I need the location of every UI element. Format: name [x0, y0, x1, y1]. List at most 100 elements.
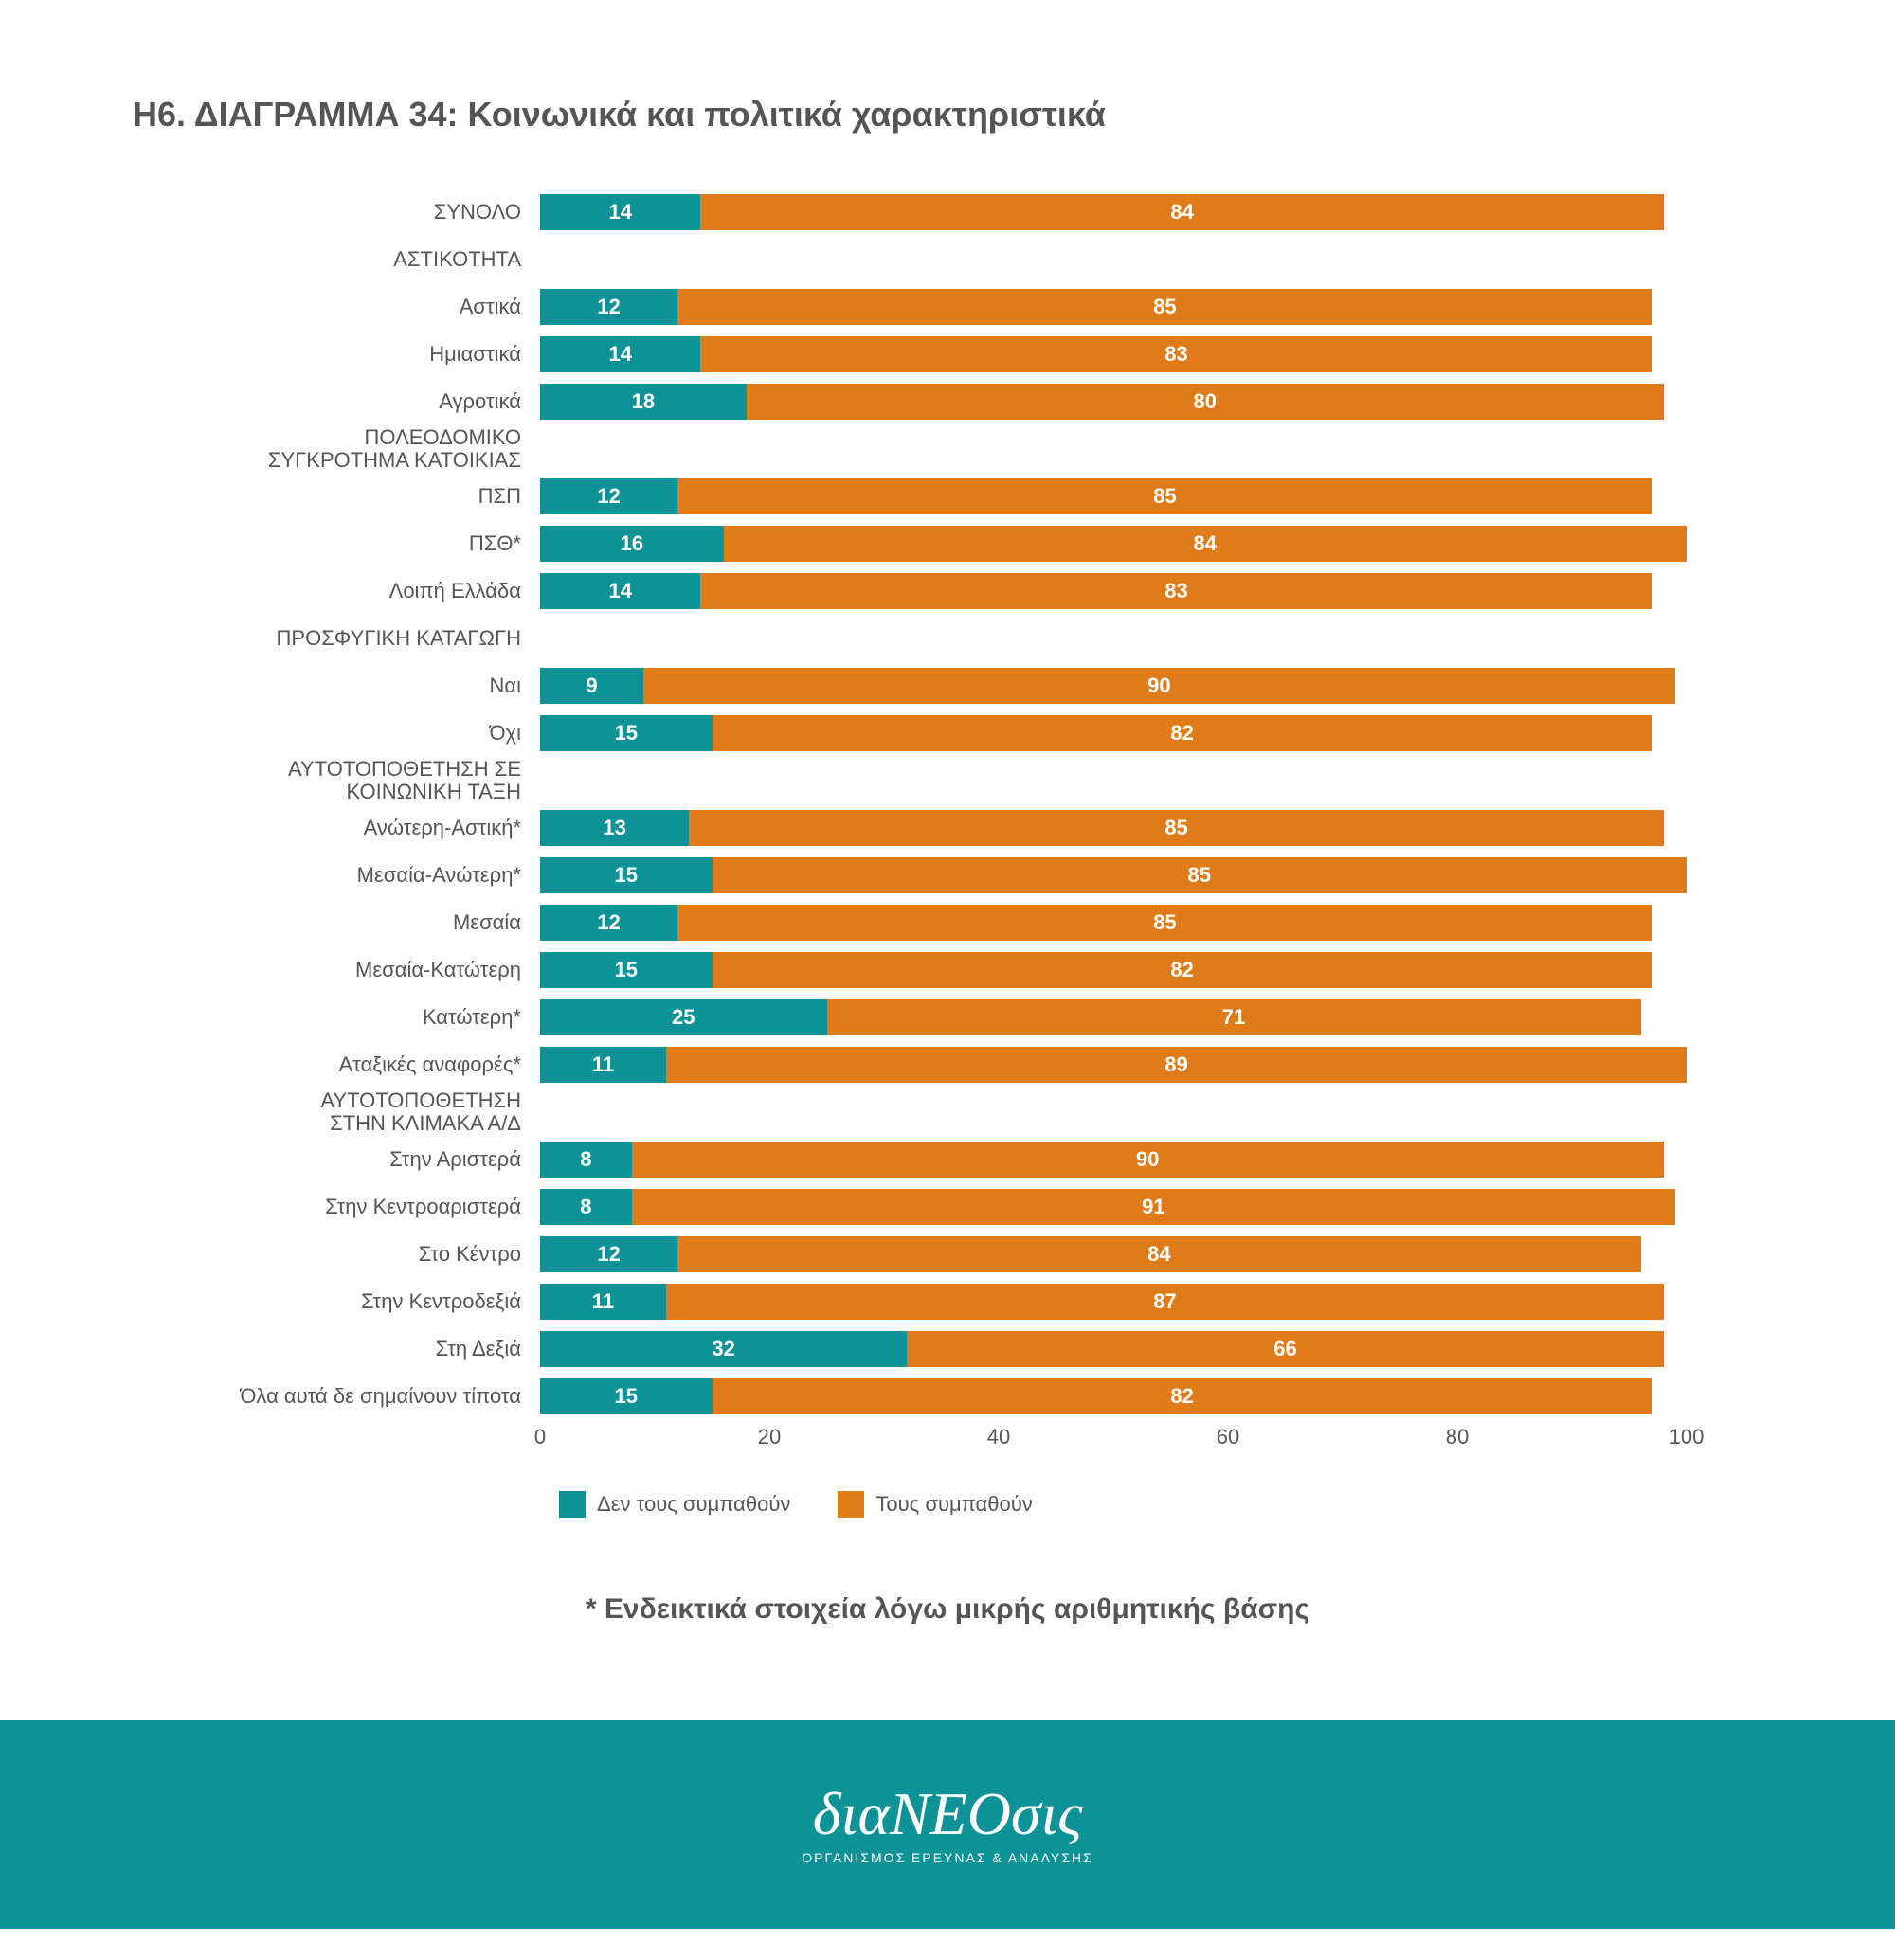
bar-segment-a: 32: [540, 1331, 907, 1367]
bar-segment-a: 15: [540, 715, 713, 751]
group-header-row: ΑΥΤΟΤΟΠΟΘΕΤΗΣΗΣΤΗΝ ΚΛΙΜΑΚΑ Α/Δ: [540, 1091, 1687, 1133]
bar-segment-a: 12: [540, 905, 677, 941]
group-header-label: ΑΥΤΟΤΟΠΟΘΕΤΗΣΗ ΣΕΚΟΙΝΩΝΙΚΗ ΤΑΞΗ: [133, 758, 531, 803]
data-row: Μεσαία1285: [540, 902, 1687, 944]
bar-track: [540, 431, 1687, 467]
data-row: Μεσαία-Κατώτερη1582: [540, 949, 1687, 991]
bar-track: 1385: [540, 810, 1687, 846]
bar-track: 1285: [540, 478, 1687, 514]
data-row: Ναι990: [540, 665, 1687, 707]
data-row: Όλα αυτά δε σημαίνουν τίποτα1582: [540, 1376, 1687, 1417]
legend-swatch: [838, 1491, 864, 1518]
bar-segment-b: 80: [747, 384, 1664, 420]
bar-segment-a: 13: [540, 810, 689, 846]
data-row: Στο Κέντρο1284: [540, 1233, 1687, 1275]
row-label: Αγροτικά: [133, 390, 531, 413]
data-row: Ημιαστικά1483: [540, 333, 1687, 375]
data-row: Στην Κεντροαριστερά891: [540, 1186, 1687, 1228]
group-header-row: ΠΡΟΣΦΥΓΙΚΗ ΚΑΤΑΓΩΓΗ: [540, 618, 1687, 659]
bar-segment-a: 25: [540, 999, 827, 1035]
data-row: ΠΣΠ1285: [540, 476, 1687, 517]
row-label: Αταξικές αναφορές*: [133, 1053, 531, 1076]
bar-segment-a: 12: [540, 289, 677, 325]
row-label: Στη Δεξιά: [133, 1338, 531, 1360]
bar-segment-b: 85: [689, 810, 1664, 846]
axis-tick: 20: [758, 1425, 781, 1449]
bar-segment-b: 66: [907, 1331, 1664, 1367]
bar-track: 1585: [540, 857, 1687, 893]
data-row: Λοιπή Ελλάδα1483: [540, 570, 1687, 612]
bar-track: [540, 1094, 1687, 1130]
chart-area: ΣΥΝΟΛΟ1484ΑΣΤΙΚΟΤΗΤΑΑστικά1285Ημιαστικά1…: [133, 191, 1762, 1518]
bar-segment-b: 85: [677, 478, 1652, 514]
group-header-label: ΠΡΟΣΦΥΓΙΚΗ ΚΑΤΑΓΩΓΗ: [133, 627, 531, 650]
row-label: Μεσαία: [133, 911, 531, 934]
group-header-row: ΑΣΤΙΚΟΤΗΤΑ: [540, 239, 1687, 280]
bar-segment-a: 16: [540, 526, 724, 562]
row-label: Λοιπή Ελλάδα: [133, 580, 531, 602]
row-label: Στο Κέντρο: [133, 1243, 531, 1266]
bar-segment-b: 85: [677, 289, 1652, 325]
bar-segment-a: 15: [540, 1378, 713, 1414]
row-label: ΠΣΠ: [133, 485, 531, 508]
group-header-row: ΠΟΛΕΟΔΟΜΙΚΟΣΥΓΚΡΟΤΗΜΑ ΚΑΤΟΙΚΙΑΣ: [540, 428, 1687, 470]
bar-track: 1582: [540, 715, 1687, 751]
bar-track: 891: [540, 1189, 1687, 1225]
bar-track: 1285: [540, 905, 1687, 941]
row-label: Στην Αριστερά: [133, 1148, 531, 1171]
content: Η6. ΔΙΑΓΡΑΜΜΑ 34: Κοινωνικά και πολιτικά…: [0, 0, 1895, 1720]
data-row: Αταξικές αναφορές*1189: [540, 1044, 1687, 1086]
row-label: Μεσαία-Κατώτερη: [133, 959, 531, 981]
bar-segment-b: 90: [632, 1142, 1664, 1178]
axis-tick: 80: [1446, 1425, 1469, 1449]
bar-segment-b: 83: [700, 336, 1651, 372]
legend-item: Δεν τους συμπαθούν: [559, 1491, 790, 1518]
group-header-label: ΑΣΤΙΚΟΤΗΤΑ: [133, 248, 531, 271]
bar-segment-b: 90: [643, 668, 1675, 704]
legend-item: Τους συμπαθούν: [838, 1491, 1032, 1518]
bar-track: 1284: [540, 1236, 1687, 1272]
page: Η6. ΔΙΑΓΡΑΜΜΑ 34: Κοινωνικά και πολιτικά…: [0, 0, 1895, 1929]
bar-track: 3266: [540, 1331, 1687, 1367]
bar-track: 1582: [540, 952, 1687, 988]
data-row: Αστικά1285: [540, 286, 1687, 328]
bar-segment-b: 84: [724, 526, 1687, 562]
legend-label: Δεν τους συμπαθούν: [597, 1492, 790, 1517]
logo-main: διαΝΕΟσις: [813, 1784, 1082, 1844]
bar-segment-b: 84: [700, 194, 1663, 230]
bar-track: 990: [540, 668, 1687, 704]
data-row: ΠΣΘ*1684: [540, 523, 1687, 565]
data-row: Κατώτερη*2571: [540, 997, 1687, 1038]
row-label: Όχι: [133, 722, 531, 745]
bar-segment-a: 11: [540, 1047, 666, 1083]
group-header-row: ΑΥΤΟΤΟΠΟΘΕΤΗΣΗ ΣΕΚΟΙΝΩΝΙΚΗ ΤΑΞΗ: [540, 760, 1687, 801]
row-label: ΣΥΝΟΛΟ: [133, 201, 531, 224]
row-label: Στην Κεντροδεξιά: [133, 1290, 531, 1313]
bar-segment-a: 15: [540, 857, 713, 893]
bar-segment-b: 82: [713, 1378, 1652, 1414]
bar-track: 1483: [540, 573, 1687, 609]
row-label: Αστικά: [133, 296, 531, 318]
bar-segment-a: 14: [540, 336, 700, 372]
bar-segment-b: 71: [827, 999, 1641, 1035]
bar-segment-b: 87: [666, 1284, 1664, 1320]
bar-segment-a: 14: [540, 194, 700, 230]
axis-tick: 100: [1669, 1425, 1705, 1449]
bar-segment-b: 91: [632, 1189, 1675, 1225]
bar-track: 1189: [540, 1047, 1687, 1083]
row-label: ΠΣΘ*: [133, 532, 531, 555]
bar-segment-a: 12: [540, 1236, 677, 1272]
bar-track: 1483: [540, 336, 1687, 372]
chart-title: Η6. ΔΙΑΓΡΑΜΜΑ 34: Κοινωνικά και πολιτικά…: [133, 95, 1762, 135]
footer: διαΝΕΟσις ΟΡΓΑΝΙΣΜΟΣ ΕΡΕΥΝΑΣ & ΑΝΑΛΥΣΗΣ: [0, 1720, 1895, 1929]
data-row: Στη Δεξιά3266: [540, 1328, 1687, 1370]
bar-segment-a: 8: [540, 1189, 632, 1225]
group-header-label: ΠΟΛΕΟΔΟΜΙΚΟΣΥΓΚΡΟΤΗΜΑ ΚΑΤΟΙΚΙΑΣ: [133, 426, 531, 472]
row-label: Μεσαία-Ανώτερη*: [133, 864, 531, 887]
bar-segment-b: 82: [713, 715, 1652, 751]
row-label: Ναι: [133, 674, 531, 697]
bar-track: 1285: [540, 289, 1687, 325]
logo-sub: ΟΡΓΑΝΙΣΜΟΣ ΕΡΕΥΝΑΣ & ΑΝΑΛΥΣΗΣ: [802, 1850, 1092, 1865]
bar-segment-b: 89: [666, 1047, 1687, 1083]
row-label: Ανώτερη-Αστική*: [133, 817, 531, 839]
